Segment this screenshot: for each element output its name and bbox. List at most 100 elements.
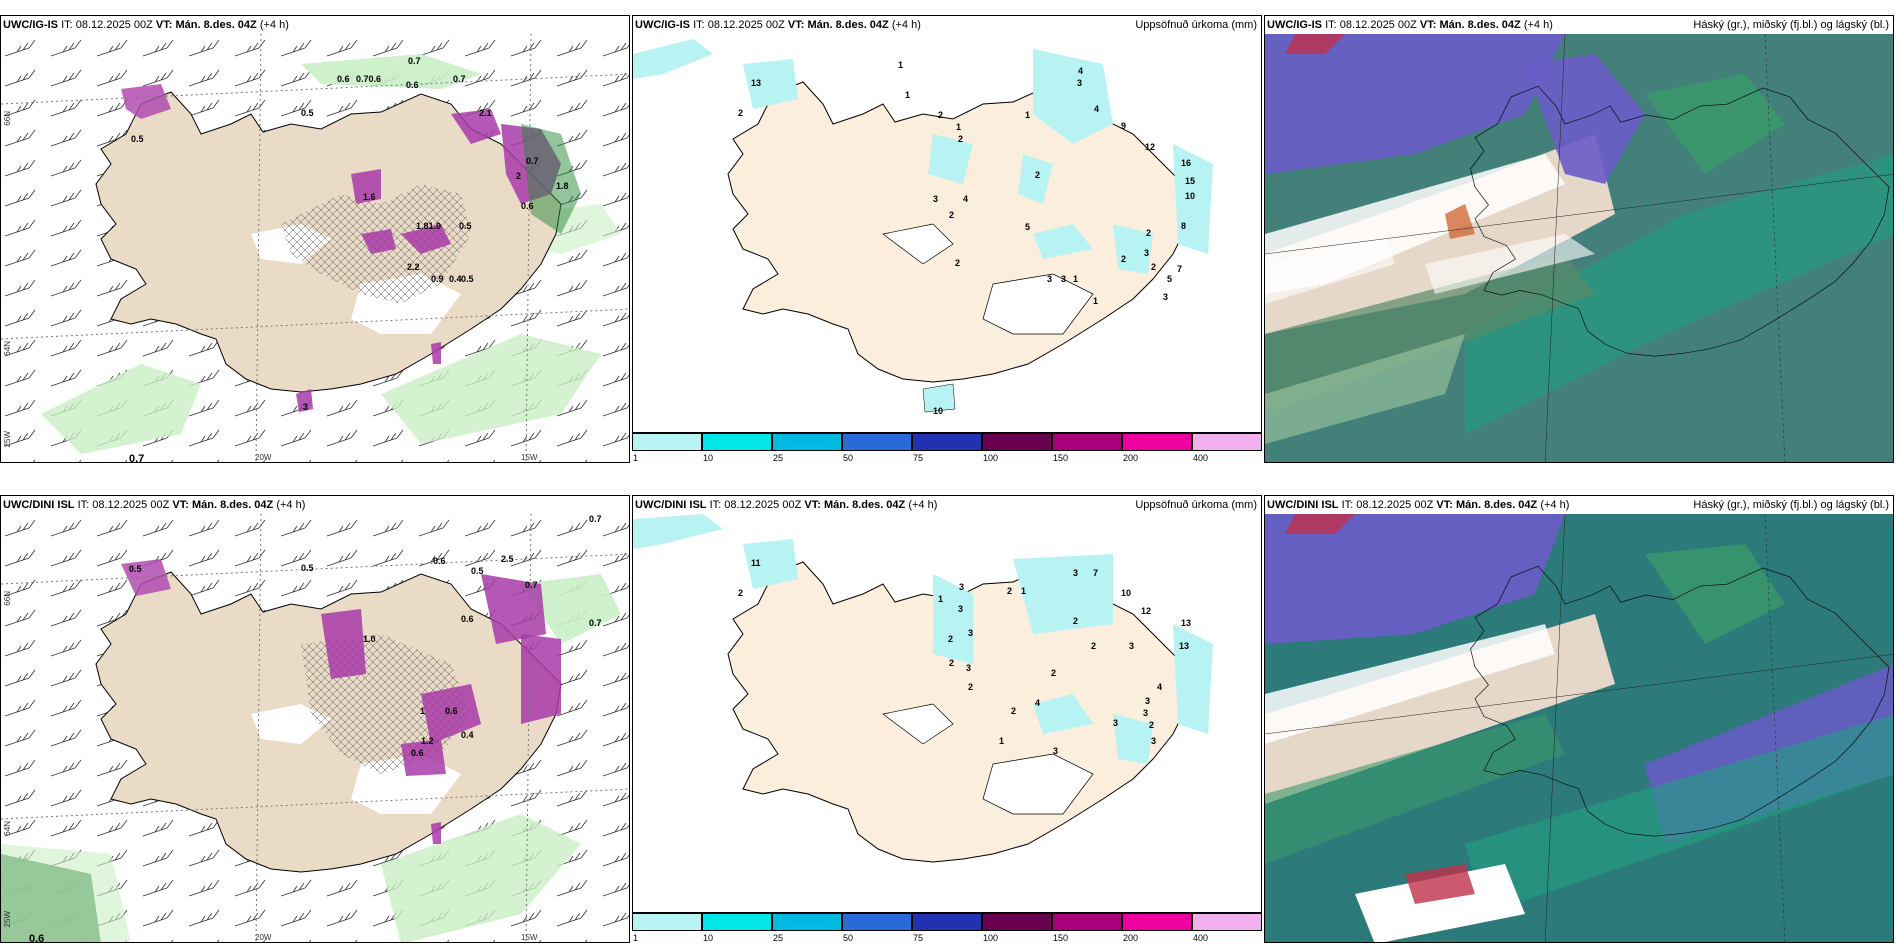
svg-text:9: 9 bbox=[1121, 121, 1126, 131]
map-panel-accum-precip-1: UWC/IG-IS IT: 08.12.2025 00Z VT: Mán. 8.… bbox=[632, 15, 1262, 433]
svg-text:3: 3 bbox=[1129, 641, 1134, 651]
map-panel-accum-precip-2: UWC/DINI ISL IT: 08.12.2025 00Z VT: Mán.… bbox=[632, 495, 1262, 913]
svg-text:0.7: 0.7 bbox=[526, 156, 539, 166]
wind-precip-map: 0.7 0.5 0.6 0.5 0.6 0.4 1.0 0.5 1 0.6 0.… bbox=[1, 514, 629, 942]
svg-text:1: 1 bbox=[905, 90, 910, 100]
lon-label: 25W bbox=[3, 911, 12, 928]
svg-text:2: 2 bbox=[1073, 616, 1078, 626]
svg-text:3: 3 bbox=[966, 663, 971, 673]
legend-swatch bbox=[842, 433, 912, 451]
svg-text:2: 2 bbox=[938, 110, 943, 120]
svg-text:12: 12 bbox=[1141, 606, 1151, 616]
legend-tick: 75 bbox=[913, 453, 924, 463]
legend-swatch bbox=[1122, 913, 1192, 931]
svg-text:0.7: 0.7 bbox=[589, 618, 602, 628]
svg-text:2.1: 2.1 bbox=[479, 108, 492, 118]
svg-text:4: 4 bbox=[1035, 698, 1040, 708]
legend-swatch bbox=[912, 433, 982, 451]
svg-text:5: 5 bbox=[1025, 222, 1030, 232]
svg-text:0.6: 0.6 bbox=[445, 706, 458, 716]
svg-text:2: 2 bbox=[1091, 641, 1096, 651]
svg-text:2: 2 bbox=[1035, 170, 1040, 180]
svg-text:0.6: 0.6 bbox=[411, 748, 424, 758]
legend-tick: 150 bbox=[1053, 933, 1069, 943]
legend-tick: 10 bbox=[703, 453, 714, 463]
legend-tick: 50 bbox=[843, 453, 854, 463]
legend-swatch bbox=[772, 913, 842, 931]
svg-text:0.7: 0.7 bbox=[408, 56, 421, 66]
svg-text:0.5: 0.5 bbox=[131, 134, 144, 144]
svg-text:0.5: 0.5 bbox=[301, 108, 314, 118]
legend-swatch bbox=[632, 913, 702, 931]
svg-text:1: 1 bbox=[956, 122, 961, 132]
map-panel-wind-precip-1: UWC/IG-IS IT: 08.12.2025 00Z VT: Mán. 8.… bbox=[0, 15, 630, 463]
panel-header: UWC/DINI ISL IT: 08.12.2025 00Z VT: Mán.… bbox=[3, 499, 306, 511]
svg-text:3: 3 bbox=[958, 604, 963, 614]
svg-text:2: 2 bbox=[949, 210, 954, 220]
svg-text:2: 2 bbox=[958, 134, 963, 144]
svg-text:1: 1 bbox=[420, 706, 425, 716]
svg-text:2: 2 bbox=[1011, 706, 1016, 716]
lon-label: 20W bbox=[255, 453, 272, 462]
precip-legend: 1 10 25 50 75 100 150 200 400 bbox=[632, 913, 1262, 943]
svg-text:4: 4 bbox=[1157, 682, 1162, 692]
svg-text:2: 2 bbox=[738, 588, 743, 598]
svg-text:3: 3 bbox=[1073, 568, 1078, 578]
svg-text:3: 3 bbox=[1047, 274, 1052, 284]
svg-text:2: 2 bbox=[1007, 586, 1012, 596]
svg-text:1: 1 bbox=[1073, 274, 1078, 284]
legend-tick: 25 bbox=[773, 453, 784, 463]
svg-text:11: 11 bbox=[751, 558, 761, 568]
legend-tick: 75 bbox=[913, 933, 924, 943]
map-panel-clouds-2: UWC/DINI ISL IT: 08.12.2025 00Z VT: Mán.… bbox=[1264, 495, 1894, 943]
svg-text:15: 15 bbox=[1185, 176, 1195, 186]
accum-precip-map: 13 2 1 4 3 4 9 12 16 15 10 8 1 2 1 1 2 2… bbox=[633, 39, 1213, 416]
legend-swatch bbox=[912, 913, 982, 931]
svg-text:8: 8 bbox=[1181, 221, 1186, 231]
legend-swatch bbox=[772, 433, 842, 451]
svg-text:4: 4 bbox=[1078, 66, 1083, 76]
svg-text:7: 7 bbox=[1093, 568, 1098, 578]
legend-tick: 100 bbox=[983, 933, 999, 943]
svg-text:0.7: 0.7 bbox=[453, 74, 466, 84]
svg-text:1.81.0: 1.81.0 bbox=[416, 221, 441, 231]
legend-tick: 150 bbox=[1053, 453, 1069, 463]
legend-swatch bbox=[1052, 913, 1122, 931]
panel-header: UWC/DINI ISL IT: 08.12.2025 00Z VT: Mán.… bbox=[635, 499, 938, 511]
panel-title: Uppsöfnuð úrkoma (mm) bbox=[1135, 19, 1257, 31]
svg-text:2: 2 bbox=[1146, 228, 1151, 238]
lat-label: 66N bbox=[3, 591, 12, 606]
panel-header: UWC/DINI ISL IT: 08.12.2025 00Z VT: Mán.… bbox=[1267, 499, 1570, 511]
legend-tick: 400 bbox=[1193, 453, 1209, 463]
svg-text:2: 2 bbox=[1151, 262, 1156, 272]
svg-text:1: 1 bbox=[1025, 110, 1030, 120]
svg-text:0.6: 0.6 bbox=[433, 556, 446, 566]
svg-text:16: 16 bbox=[1181, 158, 1191, 168]
svg-text:13: 13 bbox=[1179, 641, 1189, 651]
svg-text:4: 4 bbox=[1094, 104, 1099, 114]
panel-header: UWC/IG-IS IT: 08.12.2025 00Z VT: Mán. 8.… bbox=[1267, 19, 1553, 31]
svg-text:13: 13 bbox=[1181, 618, 1191, 628]
panel-title: Háský (gr.), miðský (fj.bl.) og lágský (… bbox=[1693, 19, 1889, 31]
svg-text:2: 2 bbox=[516, 171, 521, 181]
lat-label: 64N bbox=[3, 341, 12, 356]
svg-text:12: 12 bbox=[1145, 142, 1155, 152]
svg-text:0.7: 0.7 bbox=[525, 580, 538, 590]
svg-text:4: 4 bbox=[963, 194, 968, 204]
svg-text:2: 2 bbox=[949, 658, 954, 668]
lon-label: 15W bbox=[521, 933, 538, 942]
svg-text:0.6: 0.6 bbox=[461, 614, 474, 624]
map-panel-clouds-1: UWC/IG-IS IT: 08.12.2025 00Z VT: Mán. 8.… bbox=[1264, 15, 1894, 463]
svg-text:3: 3 bbox=[968, 628, 973, 638]
panel-header: UWC/IG-IS IT: 08.12.2025 00Z VT: Mán. 8.… bbox=[635, 19, 921, 31]
lat-label: 66N bbox=[3, 111, 12, 126]
svg-text:2: 2 bbox=[948, 634, 953, 644]
svg-text:0.7: 0.7 bbox=[589, 514, 602, 524]
panel-title: Uppsöfnuð úrkoma (mm) bbox=[1135, 499, 1257, 511]
svg-text:1.2: 1.2 bbox=[421, 736, 434, 746]
svg-text:3: 3 bbox=[1077, 78, 1082, 88]
svg-text:1.6: 1.6 bbox=[363, 192, 376, 202]
lat-label: 64N bbox=[3, 821, 12, 836]
legend-tick: 1 bbox=[633, 933, 639, 943]
svg-text:0.4: 0.4 bbox=[461, 730, 474, 740]
